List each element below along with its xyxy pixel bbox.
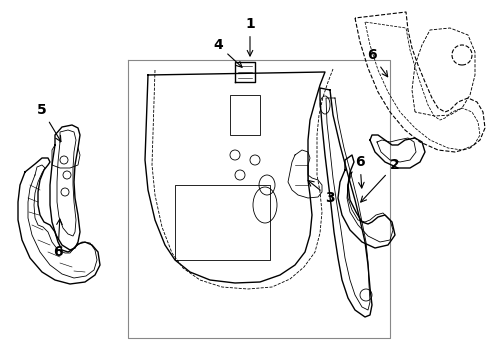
Text: 2: 2 bbox=[360, 158, 399, 202]
Text: 4: 4 bbox=[213, 38, 242, 67]
Text: 6: 6 bbox=[53, 219, 62, 259]
Text: 6: 6 bbox=[366, 48, 387, 77]
Text: 1: 1 bbox=[244, 17, 254, 56]
Text: 6: 6 bbox=[354, 155, 364, 188]
Text: 5: 5 bbox=[37, 103, 61, 141]
Text: 3: 3 bbox=[307, 180, 334, 205]
